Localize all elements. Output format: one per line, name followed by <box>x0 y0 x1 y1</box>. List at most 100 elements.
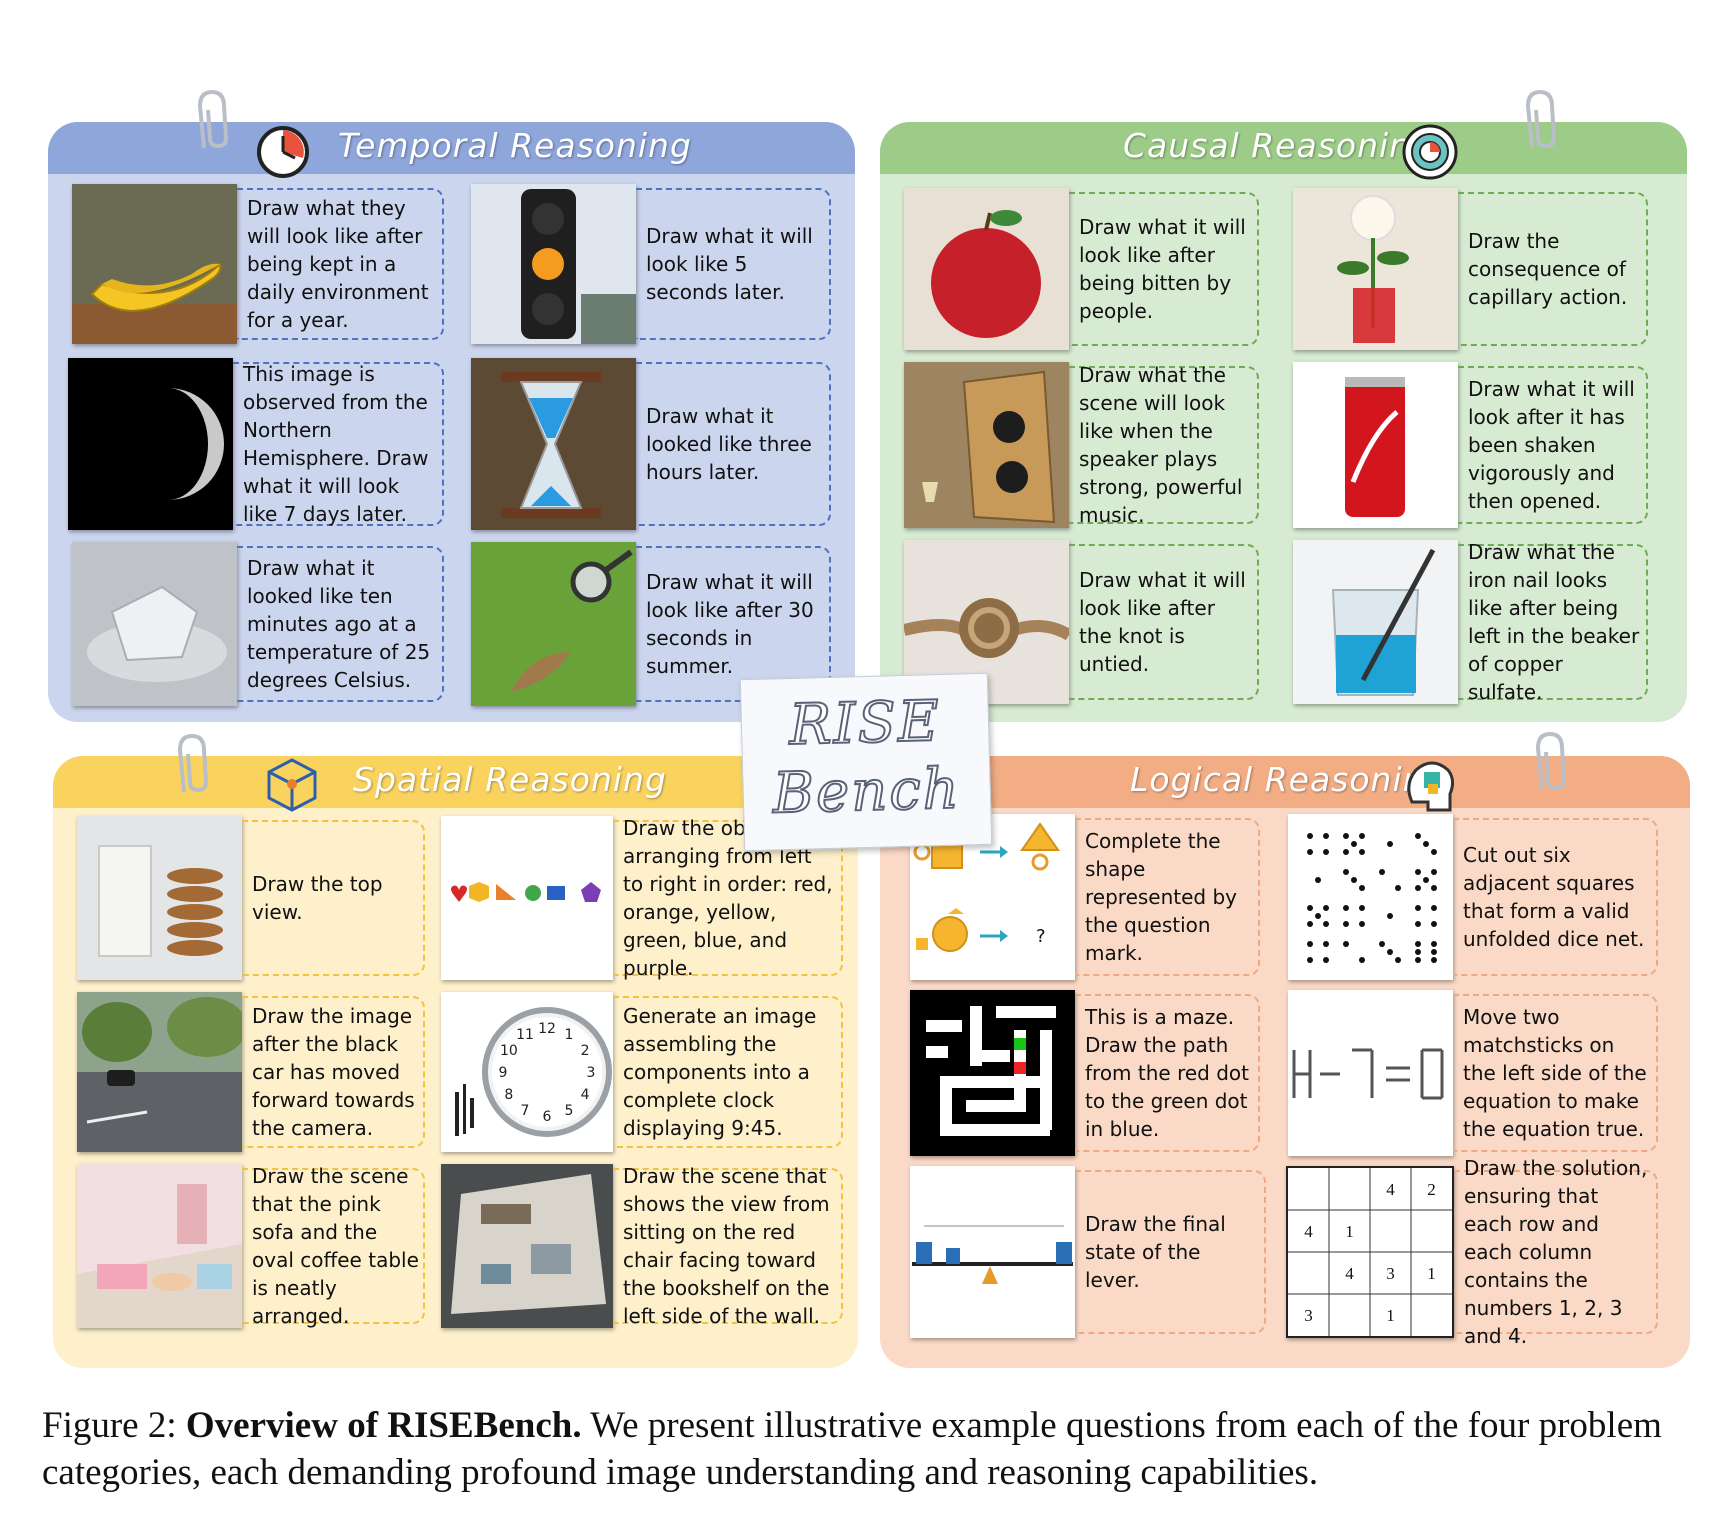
logo-line-1: RISE <box>787 688 942 759</box>
dice-pip <box>1395 957 1401 963</box>
clock-numeral: 7 <box>521 1103 530 1119</box>
dice-pip <box>1359 849 1365 855</box>
example-card: Draw the scene that the pink sofa and th… <box>77 1164 425 1328</box>
dice-pip <box>1359 957 1365 963</box>
sudoku-cell-value: 2 <box>1427 1180 1436 1199</box>
dice-pip <box>1415 949 1421 955</box>
maze <box>910 990 1075 1156</box>
example-card: Move two matchsticks on the left side of… <box>1288 990 1658 1156</box>
panel-title: Logical Reasoning <box>1130 760 1447 799</box>
dice-pip <box>1359 885 1365 891</box>
dice-pip <box>1415 885 1421 891</box>
hourglass-photo <box>471 358 636 530</box>
dice-pip <box>1431 941 1437 947</box>
prompt-text: Draw the consequence of capillary action… <box>1468 229 1628 309</box>
clock-numeral: 9 <box>499 1065 508 1081</box>
logical-reasoning-panel: Logical Reasoning ? Complete th <box>880 756 1690 1368</box>
logo-line-2: Bench <box>771 756 962 828</box>
example-card: 1 2 3 4 5 6 7 8 9 10 11 12 Generate an image assemb… <box>441 992 843 1152</box>
example-card: Draw what it will look like after being … <box>904 188 1259 350</box>
house-interior-render <box>441 1164 613 1328</box>
prompt-box: Draw what it will look like after 30 sec… <box>636 546 831 702</box>
risebench-logo: RISE Bench <box>739 672 993 852</box>
example-card: Draw what it will look like 5 seconds la… <box>471 184 831 344</box>
dice-pip <box>1431 885 1437 891</box>
prompt-box: This image is observed from the Northern… <box>233 362 444 526</box>
panel-header <box>880 756 1690 808</box>
prompt-box: Draw the scene that the pink sofa and th… <box>242 1164 425 1328</box>
prompt-text: Complete the shape represented by the qu… <box>1085 829 1238 965</box>
prompt-box: Draw what they will look like after bein… <box>237 188 444 340</box>
dice-pip <box>1359 833 1365 839</box>
dice-pip <box>1307 905 1313 911</box>
dice-pip <box>1379 941 1385 947</box>
prompt-box: Draw what it will look like after being … <box>1069 192 1259 346</box>
prompt-text: Draw what the scene will look like when … <box>1079 363 1243 527</box>
brain-puzzle-icon <box>1407 761 1455 812</box>
prompt-text: Draw what it will look like after being … <box>1079 215 1246 323</box>
example-card: Draw what the scene will look like when … <box>904 362 1259 528</box>
dice-pip <box>1359 905 1365 911</box>
dice-pip <box>1351 841 1357 847</box>
prompt-box: Complete the shape represented by the qu… <box>1075 818 1260 976</box>
clock-numeral: 10 <box>500 1043 518 1059</box>
caption-bold: Overview of RISEBench. <box>185 1405 582 1446</box>
panel-header <box>48 122 855 174</box>
prompt-box: Cut out six adjacent squares that form a… <box>1453 818 1658 976</box>
dice-pip <box>1423 877 1429 883</box>
dice-pip <box>1323 921 1329 927</box>
milk-cookies-photo <box>77 816 242 980</box>
spatial-reasoning-panel: Spatial Reasoning Draw the top view. Dra… <box>53 756 858 1368</box>
dice-pip <box>1351 877 1357 883</box>
example-card: Draw the scene that shows the view from … <box>441 1164 843 1328</box>
example-card: Draw what the iron nail looks like after… <box>1293 540 1648 704</box>
dice-pip <box>1343 833 1349 839</box>
sudoku-cell-value: 3 <box>1386 1264 1395 1283</box>
prompt-box: Draw what it will look like 5 seconds la… <box>636 188 831 340</box>
clock-icon <box>257 126 309 178</box>
dice-pip <box>1431 905 1437 911</box>
example-card: Draw what it looked like three hours lat… <box>471 358 831 530</box>
cube-icon <box>267 758 317 812</box>
dice-pip <box>1431 921 1437 927</box>
dice-pip <box>1307 849 1313 855</box>
example-card: Draw what it will look after it has been… <box>1293 362 1648 528</box>
temporal-reasoning-panel: Temporal Reasoning Draw what they will l… <box>48 122 855 722</box>
dice-pip <box>1359 921 1365 927</box>
prompt-box: Draw the scene that shows the view from … <box>613 1164 843 1328</box>
example-card: 4 2 4 1 4 3 1 3 1 Draw the solution, ensuring th… <box>1286 1156 1658 1348</box>
sudoku-cell-value: 1 <box>1386 1306 1395 1325</box>
prompt-text: Draw what it will look like after 30 sec… <box>646 570 814 678</box>
prompt-box: Draw what it will look like after the kn… <box>1069 544 1259 700</box>
prompt-text: Move two matchsticks on the left side of… <box>1463 1005 1647 1141</box>
prompt-text: Draw what they will look like after bein… <box>247 196 429 332</box>
sudoku-cell-value: 4 <box>1345 1264 1354 1283</box>
example-card: This is a maze. Draw the path from the r… <box>910 990 1260 1156</box>
white-rose-photo <box>1293 188 1458 350</box>
prompt-text: Draw what it looked like three hours lat… <box>646 404 812 484</box>
prompt-box: Move two matchsticks on the left side of… <box>1453 994 1658 1152</box>
paperclip-icon <box>197 89 229 149</box>
example-card: Cut out six adjacent squares that form a… <box>1288 814 1658 980</box>
prompt-text: Generate an image assembling the compone… <box>623 1004 817 1140</box>
dice-pip <box>1315 877 1321 883</box>
dice-pip <box>1343 849 1349 855</box>
caption-label: Figure 2: <box>42 1405 177 1446</box>
dice-grid <box>1288 814 1453 980</box>
prompt-text: Draw the image after the black car has m… <box>252 1004 415 1140</box>
prompt-box: Draw what it will look after it has been… <box>1458 366 1648 524</box>
sudoku-4x4: 4 2 4 1 4 3 1 3 1 <box>1286 1166 1454 1338</box>
prompt-box: Draw the solution, ensuring that each ro… <box>1454 1156 1658 1348</box>
dice-pip <box>1323 833 1329 839</box>
panel-title: Spatial Reasoning <box>353 760 667 799</box>
dice-pip <box>1395 885 1401 891</box>
sudoku-cell-value: 4 <box>1386 1180 1395 1199</box>
example-card: Draw what it will look like after 30 sec… <box>471 542 831 706</box>
dice-pip <box>1387 841 1393 847</box>
clock-numeral: 2 <box>581 1043 590 1059</box>
dice-pip <box>1323 905 1329 911</box>
traffic-light-photo <box>471 184 636 344</box>
dice-pip <box>1415 941 1421 947</box>
target-icon <box>1402 124 1458 180</box>
dice-pip <box>1323 957 1329 963</box>
